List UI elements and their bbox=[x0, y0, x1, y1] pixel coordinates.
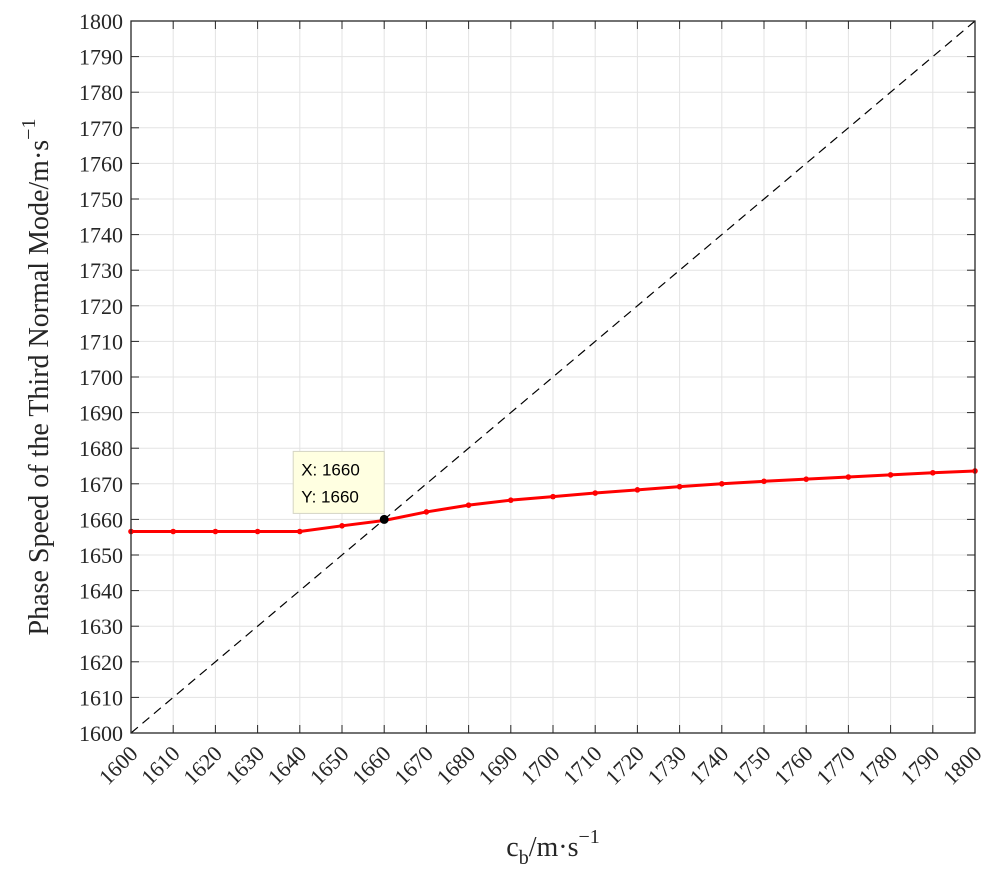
y-tick-label: 1750 bbox=[79, 187, 123, 212]
data-point bbox=[465, 502, 472, 508]
data-point bbox=[339, 523, 345, 529]
x-tick-label: 1610 bbox=[136, 741, 185, 790]
y-tick-label: 1790 bbox=[79, 45, 123, 70]
data-point bbox=[634, 487, 641, 493]
data-point bbox=[845, 474, 852, 480]
y-axis-title: Phase Speed of the Third Normal Mode/m·s… bbox=[18, 119, 55, 636]
y-axis: 1600 1610 1620 1630 1640 1650 1660 1670 1680 1690… bbox=[79, 9, 975, 746]
x-axis-title: cb/m·s−1 bbox=[506, 826, 600, 869]
series-layer bbox=[128, 20, 978, 734]
y-tick-label: 1690 bbox=[79, 401, 123, 426]
y-tick-label: 1670 bbox=[79, 472, 123, 497]
y-tick-label: 1800 bbox=[79, 9, 123, 34]
y-tick-label: 1650 bbox=[79, 543, 123, 568]
x-tick-label: 1770 bbox=[811, 741, 860, 790]
datatip-x-label: X: 1660 bbox=[301, 460, 360, 479]
datatip-box bbox=[292, 450, 385, 514]
x-axis-title-main: c bbox=[506, 832, 518, 863]
data-point bbox=[887, 472, 894, 478]
data-point bbox=[676, 483, 683, 490]
data-point bbox=[508, 497, 514, 503]
y-tick-label: 1620 bbox=[79, 650, 123, 675]
y-tick-label: 1640 bbox=[79, 579, 123, 604]
data-point bbox=[803, 476, 809, 482]
x-tick-label: 1710 bbox=[558, 741, 607, 790]
y-tick-label: 1610 bbox=[79, 685, 123, 710]
y-tick-label: 1680 bbox=[79, 436, 123, 461]
y-tick-label: 1660 bbox=[79, 507, 123, 532]
data-point bbox=[761, 478, 767, 485]
x-tick-label: 1620 bbox=[178, 741, 227, 790]
x-tick-label: 1640 bbox=[263, 741, 312, 790]
y-axis-title-sup: −1 bbox=[18, 119, 40, 140]
y-tick-label: 1710 bbox=[79, 329, 123, 354]
x-tick-label: 1660 bbox=[347, 741, 396, 790]
x-axis-title-sub: b bbox=[519, 847, 529, 869]
x-tick-label: 1720 bbox=[600, 741, 649, 790]
x-axis-title-sup: −1 bbox=[578, 826, 599, 848]
y-tick-label: 1780 bbox=[79, 80, 123, 105]
data-point bbox=[170, 528, 176, 535]
y-tick-label: 1770 bbox=[79, 116, 123, 141]
data-point bbox=[297, 528, 303, 535]
y-axis-title-main: Phase Speed of the Third Normal Mode/m·s bbox=[24, 140, 55, 636]
x-tick-label: 1790 bbox=[896, 741, 945, 790]
x-tick-label: 1680 bbox=[431, 741, 480, 790]
y-tick-label: 1720 bbox=[79, 294, 123, 319]
reference-line bbox=[130, 20, 976, 734]
x-tick-label: 1750 bbox=[727, 741, 776, 790]
data-point bbox=[212, 528, 219, 535]
x-axis-title-unit: /m·s bbox=[529, 832, 579, 863]
y-tick-label: 1740 bbox=[79, 223, 123, 248]
x-tick-label: 1800 bbox=[938, 741, 987, 790]
data-point bbox=[423, 509, 430, 515]
data-point bbox=[930, 469, 936, 476]
x-tick-label: 1630 bbox=[220, 741, 269, 790]
datatip-y-label: Y: 1660 bbox=[301, 487, 359, 506]
y-tick-label: 1760 bbox=[79, 151, 123, 176]
x-tick-label: 1780 bbox=[853, 741, 902, 790]
x-tick-label: 1760 bbox=[769, 741, 818, 790]
data-point bbox=[254, 528, 261, 535]
datatip[interactable]: X: 1660 Y: 1660 bbox=[292, 450, 389, 524]
datatip-marker[interactable] bbox=[379, 514, 389, 524]
y-tick-label: 1700 bbox=[79, 365, 123, 390]
x-tick-label: 1670 bbox=[389, 741, 438, 790]
x-tick-label: 1690 bbox=[474, 741, 523, 790]
data-point bbox=[592, 490, 598, 496]
x-tick-label: 1700 bbox=[516, 741, 565, 790]
x-tick-label: 1600 bbox=[94, 741, 143, 790]
x-tick-label: 1740 bbox=[685, 741, 734, 790]
y-tick-label: 1600 bbox=[79, 721, 123, 746]
y-tick-label: 1730 bbox=[79, 258, 123, 283]
data-point bbox=[550, 493, 556, 500]
x-tick-label: 1650 bbox=[305, 741, 354, 790]
data-point bbox=[719, 481, 725, 487]
x-tick-label: 1730 bbox=[642, 741, 691, 790]
y-tick-label: 1630 bbox=[79, 614, 123, 639]
